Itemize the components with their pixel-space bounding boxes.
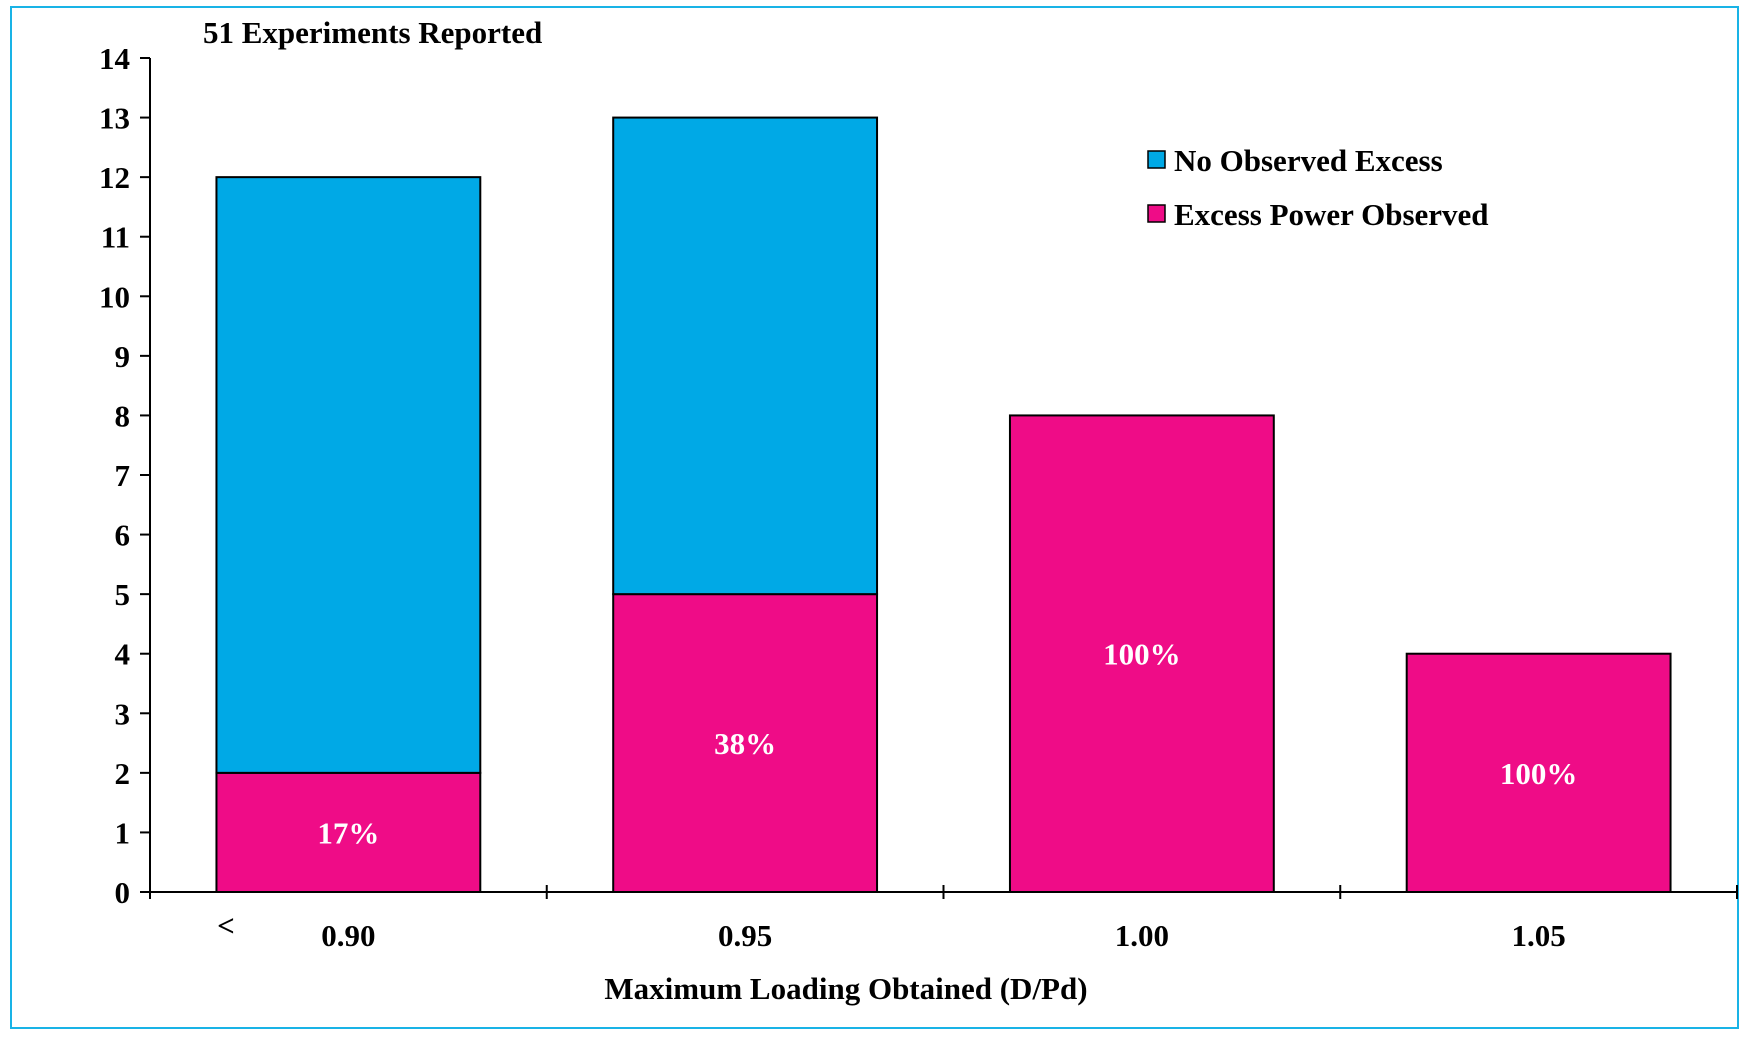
legend-swatch-0 [1147, 150, 1166, 169]
y-tick-label-5: 5 [115, 577, 131, 612]
legend-label-0: No Observed Excess [1174, 143, 1443, 178]
y-tick-label-14: 14 [99, 41, 130, 76]
legend-label-1: Excess Power Observed [1174, 197, 1489, 232]
bar-excess-2 [1008, 414, 1275, 893]
y-tick-label-8: 8 [115, 398, 131, 433]
chart-title: 51 Experiments Reported [203, 15, 542, 50]
data-label-1: 38% [714, 726, 776, 761]
y-tick-label-3: 3 [115, 696, 131, 731]
x-tick-label-3: 1.05 [1512, 918, 1566, 953]
y-tick-label-12: 12 [99, 160, 130, 195]
y-tick-label-7: 7 [115, 458, 131, 493]
data-label-3: 100% [1500, 756, 1578, 791]
bar-excess-3 [1405, 652, 1672, 894]
x-tick-label-1: 0.95 [718, 918, 772, 953]
legend-swatch-1 [1147, 204, 1166, 223]
y-tick-label-1: 1 [115, 815, 131, 850]
y-tick-label-6: 6 [115, 518, 131, 553]
bar-no-excess-0 [215, 176, 482, 774]
data-label-0: 17% [317, 815, 379, 850]
y-tick-label-0: 0 [115, 875, 131, 910]
y-tick-label-11: 11 [101, 220, 130, 255]
bar-no-excess-1 [612, 116, 879, 596]
data-label-2: 100% [1103, 637, 1181, 672]
y-tick-label-9: 9 [115, 339, 131, 374]
bar-excess-0 [215, 771, 482, 893]
x-tick-label-2: 1.00 [1115, 918, 1169, 953]
x-tick-label-0: 0.90 [321, 918, 375, 953]
y-tick-label-2: 2 [115, 756, 131, 791]
y-tick-label-10: 10 [99, 279, 130, 314]
first-category-prefix: < [217, 908, 235, 943]
y-tick-label-13: 13 [99, 101, 130, 136]
y-tick-label-4: 4 [115, 637, 131, 672]
x-axis-label: Maximum Loading Obtained (D/Pd) [604, 971, 1087, 1006]
